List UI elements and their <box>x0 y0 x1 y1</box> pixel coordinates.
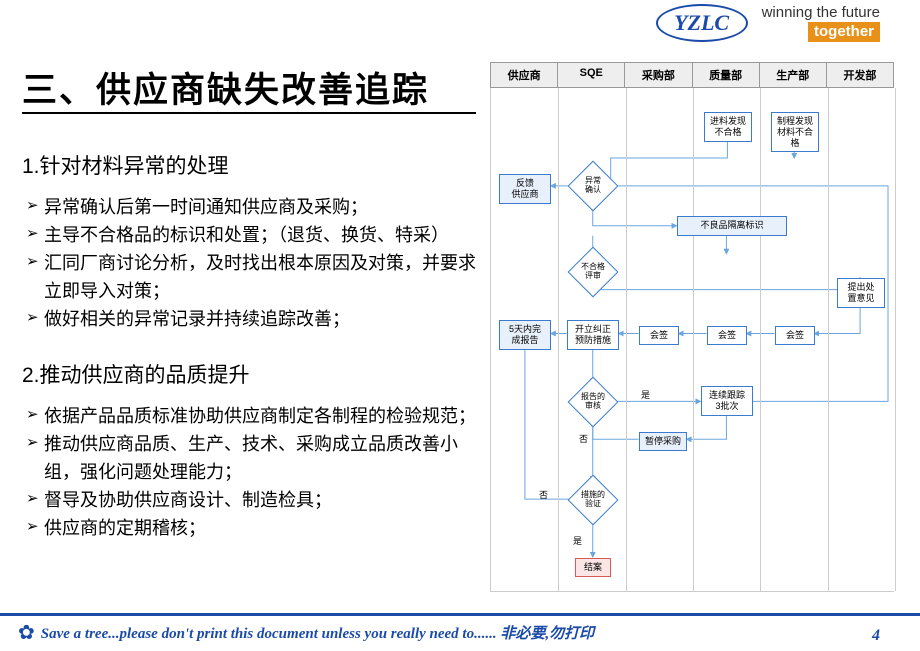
flow-label: 是 <box>641 388 650 401</box>
flow-label: 是 <box>573 534 582 547</box>
flow-box: 不良品隔离标识 <box>677 216 787 236</box>
list-item: 主导不合格品的标识和处置；（退货、换货、特采） <box>26 222 476 250</box>
footer: ✿ Save a tree...please don't print this … <box>0 613 920 645</box>
flow-col-header: SQE <box>557 62 624 88</box>
tagline: winning the future together <box>762 4 880 42</box>
footer-text: Save a tree...please don't print this do… <box>41 622 594 643</box>
flow-box: 5天内完成报告 <box>499 320 551 350</box>
flow-col-headers: 供应商SQE采购部质量部生产部开发部 <box>490 62 894 88</box>
flow-col-header: 采购部 <box>624 62 691 88</box>
flow-body: 进料发现不合格制程发现材料不合格异常确认反馈供应商不良品隔离标识不合格评审提出处… <box>490 88 894 592</box>
content-left: 1.针对材料异常的处理 异常确认后第一时间通知供应商及采购；主导不合格品的标识和… <box>22 150 476 543</box>
tree-icon: ✿ <box>18 620 35 645</box>
list-item: 供应商的定期稽核； <box>26 515 476 543</box>
swimlane-divider <box>895 88 896 591</box>
list-item: 汇同厂商讨论分析，及时找出根本原因及对策，并要求立即导入对策； <box>26 250 476 306</box>
list-item: 依据产品品质标准协助供应商制定各制程的检验规范； <box>26 403 476 431</box>
flow-diamond: 措施的验证 <box>575 482 611 518</box>
flow-box: 连续跟踪3批次 <box>701 386 753 416</box>
flow-col-header: 开发部 <box>826 62 894 88</box>
flow-diamond: 异常确认 <box>575 168 611 204</box>
title-underline <box>22 112 476 114</box>
section1-heading: 1.针对材料异常的处理 <box>22 150 476 180</box>
page-title: 三、供应商缺失改善追踪 <box>22 62 429 113</box>
list-item: 推动供应商品质、生产、技术、采购成立品质改善小组，强化问题处理能力； <box>26 431 476 487</box>
flow-diamond: 报告的审核 <box>575 384 611 420</box>
list-item: 做好相关的异常记录并持续追踪改善； <box>26 306 476 334</box>
section2-heading: 2.推动供应商的品质提升 <box>22 359 476 389</box>
flow-box: 会签 <box>639 326 679 345</box>
swimlane-divider <box>760 88 761 591</box>
flow-box: 暂停采购 <box>639 432 687 451</box>
footer-cn: 非必要,勿打印 <box>500 626 594 642</box>
logo: YZLC <box>656 4 748 42</box>
flow-col-header: 生产部 <box>759 62 826 88</box>
section1-list: 异常确认后第一时间通知供应商及采购；主导不合格品的标识和处置；（退货、换货、特采… <box>26 194 476 333</box>
flow-box: 进料发现不合格 <box>704 112 752 142</box>
flowchart: 供应商SQE采购部质量部生产部开发部 进料发现不合格制程发现材料不合格异常确认反… <box>490 62 894 592</box>
flow-box: 制程发现材料不合格 <box>771 112 819 152</box>
footer-en: Save a tree...please don't print this do… <box>41 626 501 642</box>
flow-box: 提出处置意见 <box>837 278 885 308</box>
flow-box: 开立纠正预防措施 <box>567 320 619 350</box>
flow-label: 否 <box>579 432 588 445</box>
tagline-line2: together <box>808 22 880 42</box>
swimlane-divider <box>626 88 627 591</box>
header: YZLC winning the future together <box>656 4 880 42</box>
flow-box: 结案 <box>575 558 611 577</box>
flow-box: 反馈供应商 <box>499 174 551 204</box>
swimlane-divider <box>558 88 559 591</box>
list-item: 督导及协助供应商设计、制造检具； <box>26 487 476 515</box>
flow-col-header: 质量部 <box>692 62 759 88</box>
flow-label: 否 <box>539 488 548 501</box>
flow-box: 会签 <box>775 326 815 345</box>
section2-list: 依据产品品质标准协助供应商制定各制程的检验规范；推动供应商品质、生产、技术、采购… <box>26 403 476 542</box>
tagline-line1: winning the future <box>762 4 880 22</box>
swimlane-divider <box>828 88 829 591</box>
list-item: 异常确认后第一时间通知供应商及采购； <box>26 194 476 222</box>
flow-col-header: 供应商 <box>490 62 557 88</box>
swimlane-divider <box>693 88 694 591</box>
page-number: 4 <box>872 627 880 645</box>
flow-box: 会签 <box>707 326 747 345</box>
flow-diamond: 不合格评审 <box>575 254 611 290</box>
